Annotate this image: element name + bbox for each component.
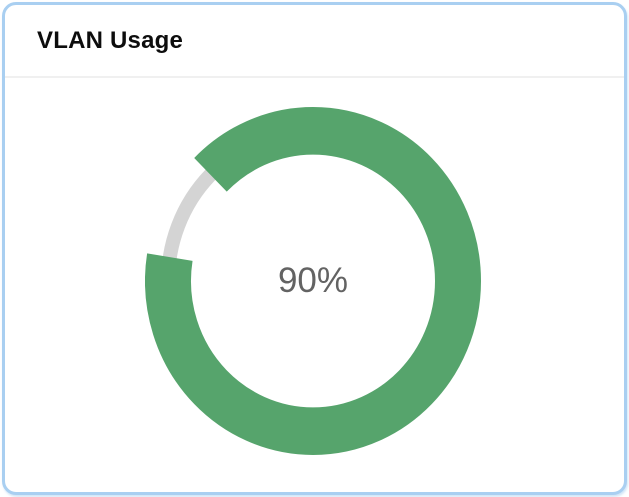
card-title: VLAN Usage <box>37 26 184 54</box>
donut-chart-svg <box>145 107 481 455</box>
donut-value-arc <box>145 107 481 455</box>
card-header: VLAN Usage <box>5 5 624 78</box>
vlan-usage-donut-chart[interactable]: 90% <box>145 107 481 455</box>
